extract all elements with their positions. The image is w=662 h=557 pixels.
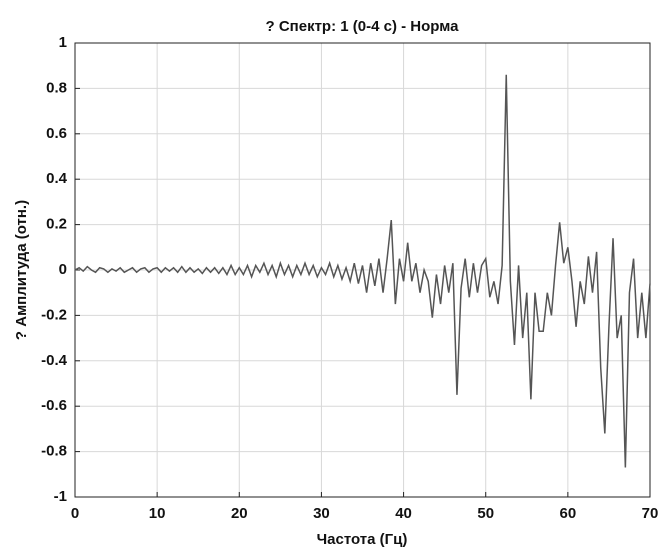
y-tick-label: 1 <box>59 34 67 51</box>
y-tick-label: 0 <box>59 261 67 278</box>
x-tick-label: 30 <box>313 505 330 522</box>
x-tick-label: 10 <box>149 505 166 522</box>
x-tick-label: 50 <box>477 505 494 522</box>
y-tick-label: -0.2 <box>41 306 67 323</box>
line-series <box>74 74 651 468</box>
y-tick-label: 0.4 <box>46 170 68 187</box>
y-tick-label: -0.4 <box>41 352 68 369</box>
y-tick-label: 0.2 <box>46 216 67 233</box>
chart-title: ? Спектр: 1 (0-4 с) - Норма <box>266 18 460 35</box>
y-tick-label: -0.6 <box>41 397 67 414</box>
x-tick-label: 60 <box>560 505 577 522</box>
y-tick-label: 0.8 <box>46 79 67 96</box>
x-tick-label: 40 <box>395 505 412 522</box>
x-tick-label: 0 <box>71 505 79 522</box>
x-tick-label: 70 <box>642 505 659 522</box>
y-tick-label: -1 <box>54 488 67 505</box>
y-tick-label: 0.6 <box>46 125 67 142</box>
y-tick-label: -0.8 <box>41 443 67 460</box>
x-tick-label: 20 <box>231 505 248 522</box>
x-axis-label: Частота (Гц) <box>317 531 408 548</box>
y-axis-label: ? Амплитуда (отн.) <box>13 200 30 340</box>
